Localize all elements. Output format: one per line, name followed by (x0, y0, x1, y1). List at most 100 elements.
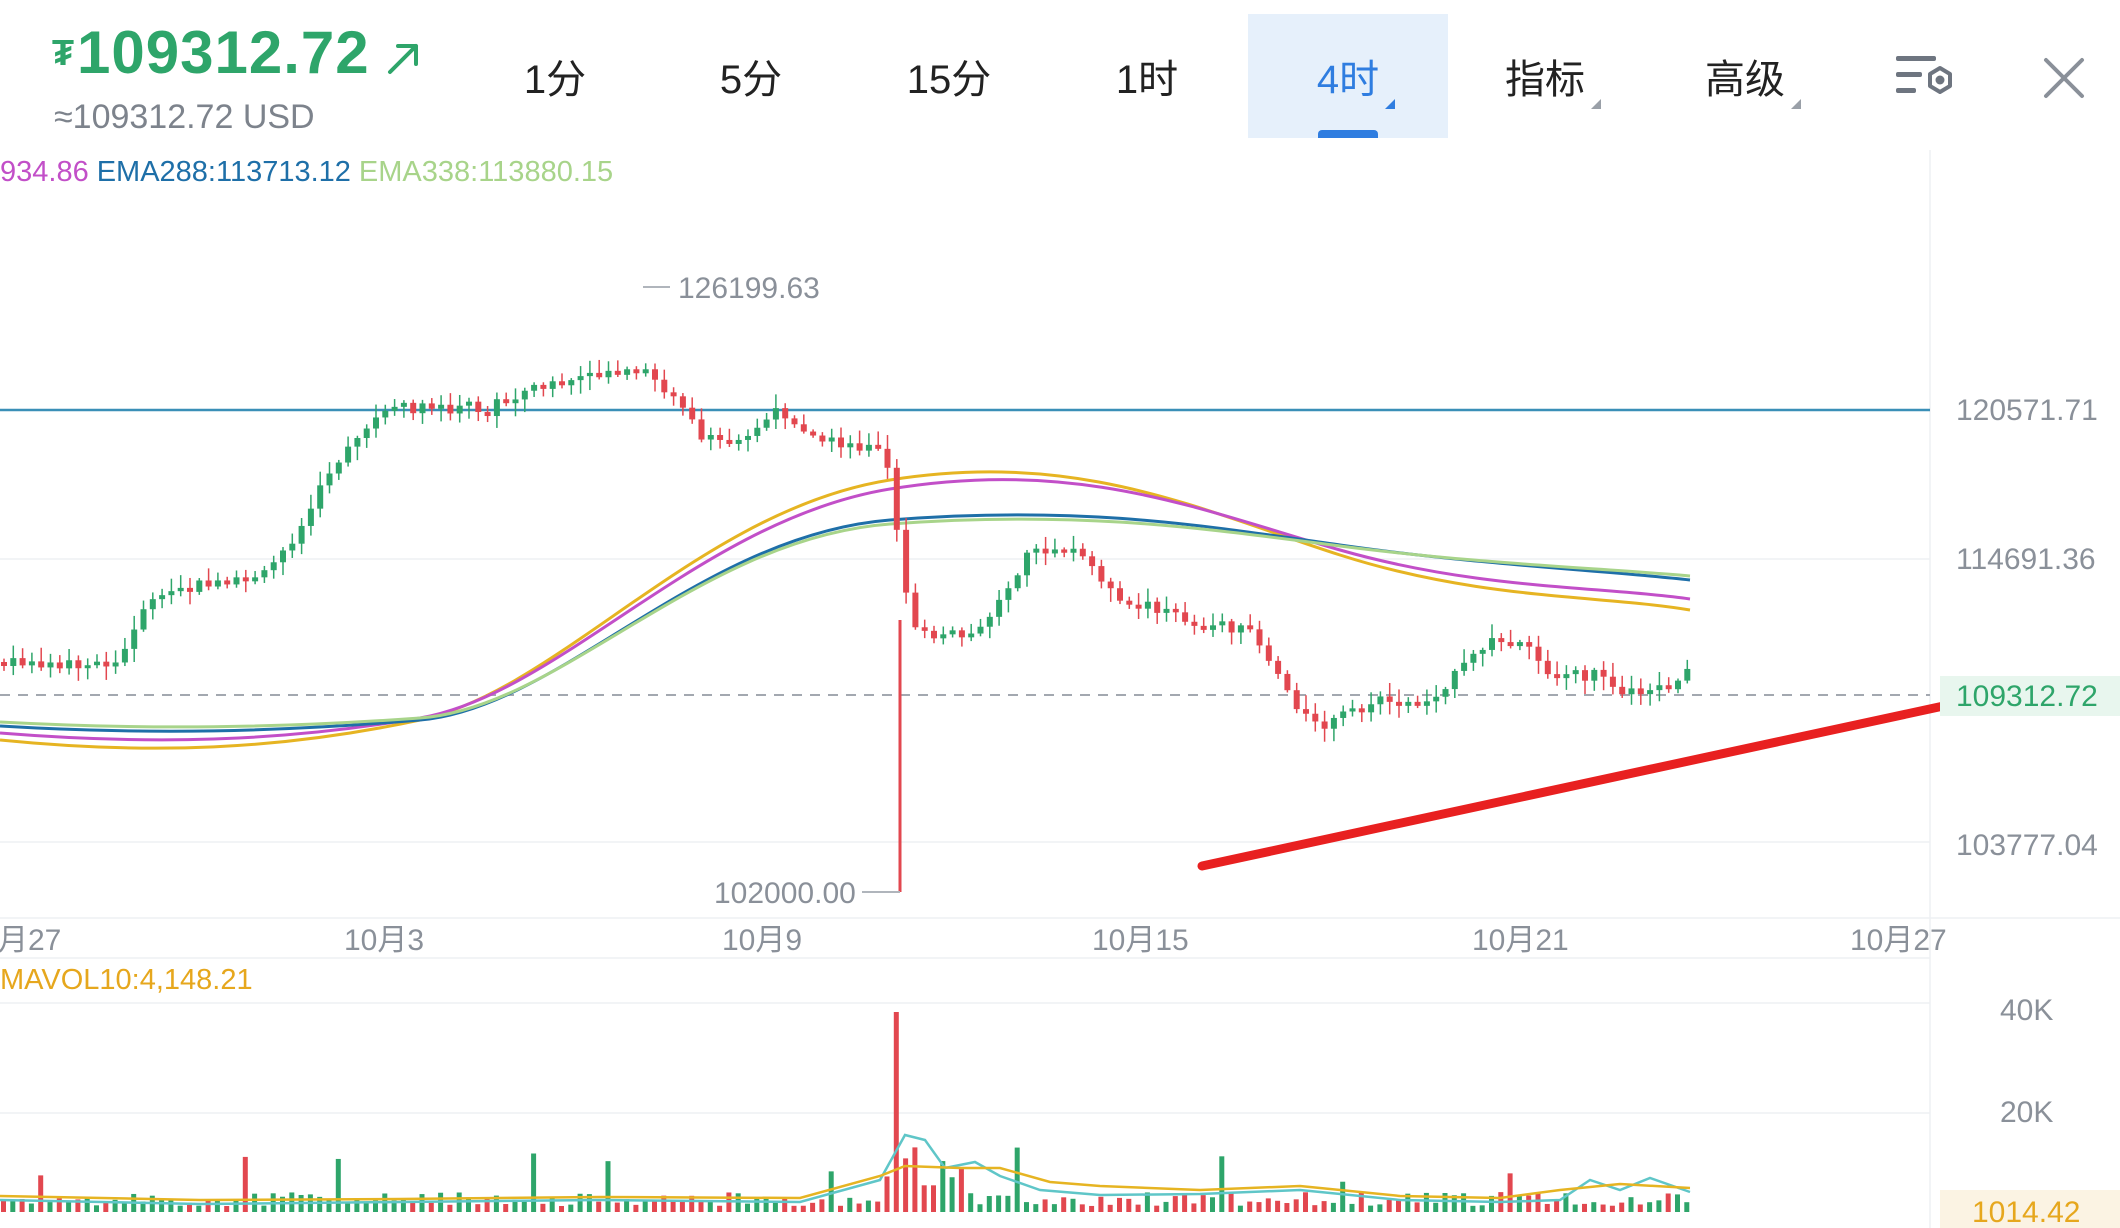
candle (214, 580, 221, 587)
volume-bars (1, 1012, 1690, 1212)
tab-indicators[interactable]: 指标 (1480, 14, 1610, 138)
candle (1684, 668, 1691, 681)
volume-bar (1098, 1196, 1104, 1212)
tab-15m[interactable]: 15分 (884, 14, 1014, 138)
volume-bar (717, 1205, 723, 1212)
candle (754, 427, 761, 436)
volume-bar (345, 1203, 351, 1212)
tab-label: 1分 (523, 58, 587, 102)
candle (1516, 642, 1523, 647)
tab-1m[interactable]: 1分 (490, 14, 620, 138)
candle (652, 369, 658, 380)
volume-bar (1461, 1193, 1467, 1212)
volume-bar (363, 1202, 369, 1212)
candle (1507, 642, 1514, 647)
chart-header: ₮109312.72 ≈109312.72 USD 1分 5分 15分 1时 4… (0, 0, 2120, 150)
candle (763, 419, 770, 428)
date-label: 10月15 (1092, 924, 1189, 957)
candle (326, 473, 333, 486)
candle (735, 439, 742, 444)
candle (986, 616, 993, 627)
volume-bar (1312, 1205, 1318, 1212)
volume-bar (1033, 1204, 1039, 1212)
tab-1h[interactable]: 1时 (1082, 14, 1212, 138)
current-price-axis-label: 109312.72 (1956, 680, 2098, 713)
volume-bar (745, 1203, 750, 1212)
candle (717, 435, 724, 440)
tab-label: 4时 (1317, 47, 1396, 109)
volume-bar (140, 1201, 146, 1212)
candle (1107, 581, 1114, 589)
tab-label: 指标 (1505, 47, 1601, 109)
volume-bar (484, 1198, 490, 1212)
candle (1563, 674, 1570, 679)
candle (893, 467, 900, 530)
candle (1414, 701, 1421, 706)
volume-bar (177, 1205, 183, 1212)
volume-bar (19, 1199, 25, 1212)
volume-bar (1572, 1204, 1578, 1212)
volume-bar (1563, 1193, 1569, 1212)
volume-bar (782, 1197, 788, 1212)
dropdown-triangle-icon (1385, 99, 1396, 109)
volume-bar (1284, 1203, 1290, 1212)
candle (633, 369, 640, 374)
volume-bar (168, 1199, 174, 1212)
candle (1284, 673, 1291, 691)
volume-axis: 40K 20K (2000, 994, 2053, 1129)
candle (345, 446, 352, 463)
ema-legend-item: EMA338:113880.15 (358, 156, 614, 188)
high-label: 126199.63 (678, 272, 820, 305)
candle (419, 403, 426, 414)
volume-bar (354, 1198, 360, 1212)
candle (782, 408, 789, 419)
volume-bar (1256, 1202, 1262, 1212)
candle (1033, 548, 1040, 553)
candles (1, 359, 1691, 892)
candle (112, 662, 119, 667)
candle (1135, 604, 1142, 609)
candle (1396, 701, 1402, 706)
candle (670, 392, 677, 397)
volume-bar (1144, 1192, 1150, 1212)
volume-bar (419, 1194, 425, 1212)
candle (745, 435, 751, 440)
candle (373, 417, 379, 429)
candle (270, 562, 277, 571)
volume-bar (996, 1195, 1002, 1212)
volume-bar (586, 1194, 592, 1212)
close-icon[interactable] (2040, 54, 2088, 102)
candle (503, 399, 510, 404)
tab-4h[interactable]: 4时 (1248, 14, 1448, 138)
volume-bar (1024, 1202, 1029, 1212)
tab-advanced[interactable]: 高级 (1680, 14, 1810, 138)
candle (298, 525, 305, 544)
chart-settings-icon[interactable] (1894, 52, 1958, 104)
trendline[interactable] (1197, 697, 1967, 871)
volume-bar (1414, 1202, 1420, 1212)
candle (1554, 674, 1561, 679)
volume-bar (261, 1205, 267, 1212)
tab-5m[interactable]: 5分 (686, 14, 816, 138)
candle (912, 592, 919, 628)
candle (1098, 566, 1105, 582)
volume-bar (1675, 1194, 1680, 1212)
candle (875, 444, 882, 449)
candle (131, 629, 138, 649)
volume-bar (1656, 1200, 1662, 1212)
candle (940, 634, 947, 639)
candle (865, 444, 872, 451)
volume-bar (447, 1204, 453, 1212)
candle (38, 661, 45, 668)
volume-bar (1182, 1194, 1188, 1212)
volume-bar (847, 1197, 853, 1212)
candle (1200, 625, 1207, 630)
volume-bar (540, 1203, 546, 1212)
volume-bar (103, 1201, 109, 1212)
volume-bar (884, 1176, 890, 1212)
candlestick-chart[interactable]: 126199.63 102000.00 120571.71 114691.36 … (0, 150, 2120, 1228)
volume-bar (1368, 1205, 1374, 1212)
volume-bar (810, 1202, 816, 1212)
candle (1144, 601, 1151, 609)
candle (1303, 709, 1309, 714)
